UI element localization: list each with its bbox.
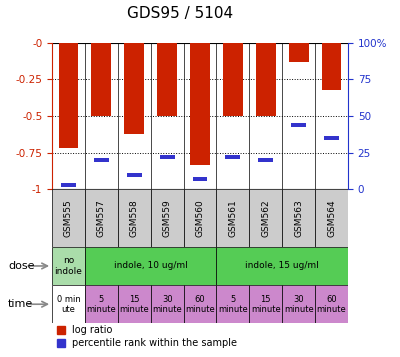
Bar: [94, 158, 109, 162]
Bar: [58, 43, 78, 149]
Bar: [85, 285, 118, 323]
Bar: [216, 247, 348, 285]
Bar: [258, 158, 273, 162]
Text: 60
minute: 60 minute: [185, 295, 215, 314]
Text: time: time: [8, 299, 33, 309]
Bar: [291, 123, 306, 127]
Bar: [124, 43, 144, 134]
Bar: [256, 43, 276, 116]
Bar: [118, 285, 151, 323]
Bar: [151, 285, 184, 323]
Bar: [52, 190, 85, 247]
Text: no
indole: no indole: [54, 256, 82, 276]
Bar: [118, 190, 151, 247]
Text: 5
minute: 5 minute: [218, 295, 248, 314]
Bar: [249, 190, 282, 247]
Bar: [92, 43, 111, 116]
Text: 15
minute: 15 minute: [251, 295, 281, 314]
Bar: [282, 285, 315, 323]
Bar: [249, 285, 282, 323]
Bar: [289, 43, 308, 62]
Text: GSM557: GSM557: [97, 199, 106, 237]
Text: 5
minute: 5 minute: [86, 295, 116, 314]
Bar: [315, 285, 348, 323]
Bar: [315, 190, 348, 247]
Bar: [190, 43, 210, 165]
Text: 15
minute: 15 minute: [119, 295, 149, 314]
Bar: [151, 190, 184, 247]
Text: indole, 10 ug/ml: indole, 10 ug/ml: [114, 261, 188, 271]
Legend: log ratio, percentile rank within the sample: log ratio, percentile rank within the sa…: [53, 321, 241, 352]
Bar: [157, 43, 177, 116]
Text: 0 min
ute: 0 min ute: [56, 295, 80, 314]
Text: GSM558: GSM558: [130, 199, 139, 237]
Bar: [127, 173, 142, 177]
Bar: [85, 190, 118, 247]
Bar: [160, 155, 174, 159]
Text: GSM561: GSM561: [228, 199, 237, 237]
Bar: [324, 136, 339, 140]
Bar: [192, 177, 207, 181]
Bar: [85, 247, 216, 285]
Text: GSM563: GSM563: [294, 199, 303, 237]
Bar: [322, 43, 342, 90]
Text: GSM555: GSM555: [64, 199, 73, 237]
Bar: [184, 190, 216, 247]
Text: 30
minute: 30 minute: [152, 295, 182, 314]
Bar: [226, 155, 240, 159]
Bar: [61, 183, 76, 187]
Bar: [216, 190, 249, 247]
Text: GSM559: GSM559: [163, 199, 172, 237]
Bar: [52, 247, 85, 285]
Bar: [216, 285, 249, 323]
Text: indole, 15 ug/ml: indole, 15 ug/ml: [245, 261, 319, 271]
Text: GSM562: GSM562: [261, 199, 270, 237]
Text: dose: dose: [8, 261, 34, 271]
Bar: [52, 285, 85, 323]
Text: GDS95 / 5104: GDS95 / 5104: [127, 6, 233, 21]
Text: 30
minute: 30 minute: [284, 295, 314, 314]
Text: 60
minute: 60 minute: [317, 295, 346, 314]
Text: GSM564: GSM564: [327, 199, 336, 237]
Bar: [184, 285, 216, 323]
Bar: [223, 43, 243, 116]
Bar: [282, 190, 315, 247]
Text: GSM560: GSM560: [196, 199, 204, 237]
